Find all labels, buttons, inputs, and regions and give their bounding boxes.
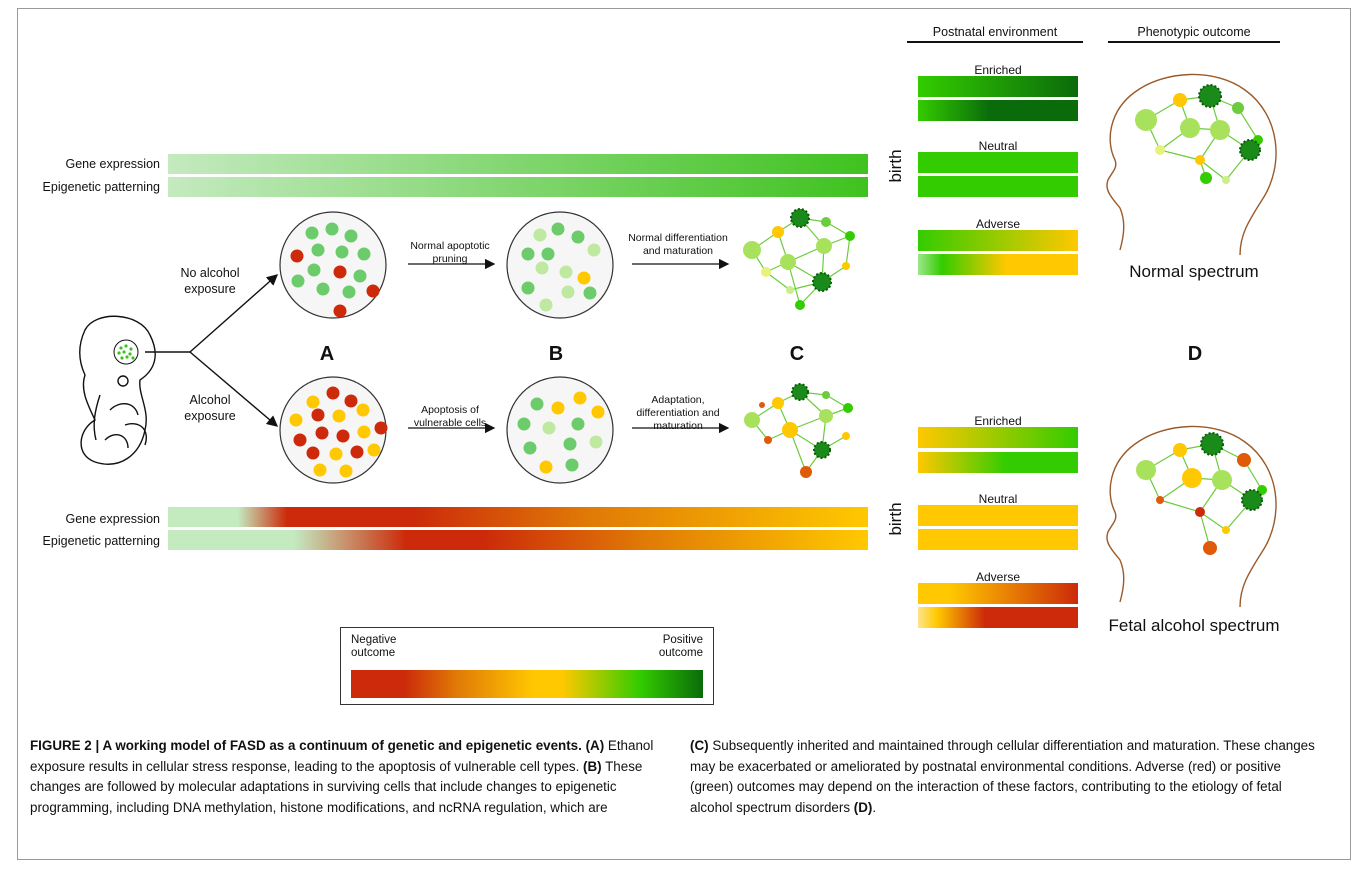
- upper-enriched-label: Enriched: [974, 63, 1022, 77]
- upper-adverse-bar-2: [918, 254, 1078, 275]
- embryo-cells: [117, 344, 135, 360]
- legend-positive-label: Positive outcome: [658, 634, 703, 659]
- lower-adverse-label: Adverse: [975, 570, 1021, 584]
- phenotypic-header: Phenotypic outcome: [1108, 25, 1280, 43]
- upper-epigenetic-bar: [168, 177, 868, 197]
- lower-neutral-bar-2: [918, 529, 1078, 550]
- apoptosis-label: Apoptosis of vulnerable cells: [413, 404, 487, 429]
- upper-enriched-bar-2: [918, 100, 1078, 121]
- adaptation-label: Adaptation, differentiation and maturati…: [636, 394, 720, 432]
- lower-epigenetic-bar: [168, 530, 868, 550]
- lower-adverse-bar-1: [918, 583, 1078, 604]
- legend-gradient-bar: [351, 670, 703, 698]
- legend-negative-label: Negative outcome: [351, 634, 397, 659]
- outcome-legend: Negative outcome Positive outcome: [340, 627, 714, 705]
- upper-gene-expression-label: Gene expression: [65, 157, 160, 171]
- caption-title: FIGURE 2 | A working model of FASD as a …: [30, 738, 582, 753]
- fetal-spectrum-label: Fetal alcohol spectrum: [1108, 616, 1280, 635]
- lower-enriched-label: Enriched: [974, 414, 1022, 428]
- head-profile-upper: [1106, 73, 1277, 256]
- lower-enriched-bar-2: [918, 452, 1078, 473]
- upper-enriched-bar-1: [918, 76, 1078, 97]
- lower-epigenetic-label: Epigenetic patterning: [42, 534, 160, 548]
- cell-population-upper-a: [279, 211, 387, 319]
- upper-epigenetic-label: Epigenetic patterning: [42, 180, 160, 194]
- upper-adverse-label: Adverse: [975, 217, 1021, 231]
- caption-text-c: Subsequently inherited and maintained th…: [690, 738, 1315, 815]
- alcohol-label: Alcohol exposure: [184, 393, 236, 423]
- caption-ref-c: (C): [690, 738, 709, 753]
- caption-ref-d: (D): [853, 799, 873, 815]
- cells-lower-b: [517, 391, 605, 474]
- lower-neutral-label: Neutral: [978, 492, 1018, 506]
- panel-letter-b: B: [548, 343, 564, 365]
- panel-letter-a: A: [319, 343, 335, 365]
- postnatal-header: Postnatal environment: [907, 25, 1083, 43]
- neural-network-lower-c: [744, 383, 853, 478]
- caption-ref-b: (B): [583, 758, 602, 774]
- panel-letter-d: D: [1187, 343, 1203, 365]
- neural-network-upper-c: [743, 208, 855, 310]
- caption-text-b: These changes are followed by molecular …: [30, 758, 643, 815]
- brain-network-lower-d: [1136, 432, 1267, 555]
- lower-gene-expression-bar: [168, 507, 868, 527]
- lower-gene-expression-label: Gene expression: [65, 512, 160, 526]
- upper-gene-expression-bar: [168, 154, 868, 174]
- no-alcohol-label: No alcohol exposure: [180, 266, 240, 296]
- brain-network-upper-d: [1135, 84, 1263, 184]
- caption-right: (C) Subsequently inherited and maintaine…: [690, 736, 1318, 818]
- upper-adverse-bar-1: [918, 230, 1078, 251]
- alcohol-arrow: [189, 351, 279, 427]
- cells-upper-a: [290, 222, 380, 318]
- caption-left: FIGURE 2 | A working model of FASD as a …: [30, 736, 658, 818]
- head-profile-lower: [1106, 425, 1277, 608]
- caption-text-d: .: [872, 799, 877, 815]
- embryo-drawing: [79, 315, 156, 465]
- embryo-brain-region: [113, 339, 139, 365]
- normal-pruning-label: Normal apoptotic pruning: [410, 240, 490, 265]
- no-alcohol-arrow: [189, 274, 279, 353]
- normal-differentiation-label: Normal differentiation and maturation: [628, 232, 728, 257]
- lower-enriched-bar-1: [918, 427, 1078, 448]
- lower-neutral-bar-1: [918, 505, 1078, 526]
- cells-upper-b: [521, 222, 601, 312]
- caption-text-a: Ethanol exposure results in cellular str…: [30, 738, 654, 774]
- panel-letter-c: C: [789, 343, 805, 365]
- upper-neutral-bar-1: [918, 152, 1078, 173]
- caption-ref-a: (A): [585, 738, 605, 753]
- normal-spectrum-label: Normal spectrum: [1129, 262, 1259, 281]
- lower-adverse-bar-2: [918, 607, 1078, 628]
- cells-lower-a: [289, 386, 388, 478]
- upper-neutral-bar-2: [918, 176, 1078, 197]
- figure-border: [17, 8, 1351, 860]
- upper-neutral-label: Neutral: [978, 139, 1018, 153]
